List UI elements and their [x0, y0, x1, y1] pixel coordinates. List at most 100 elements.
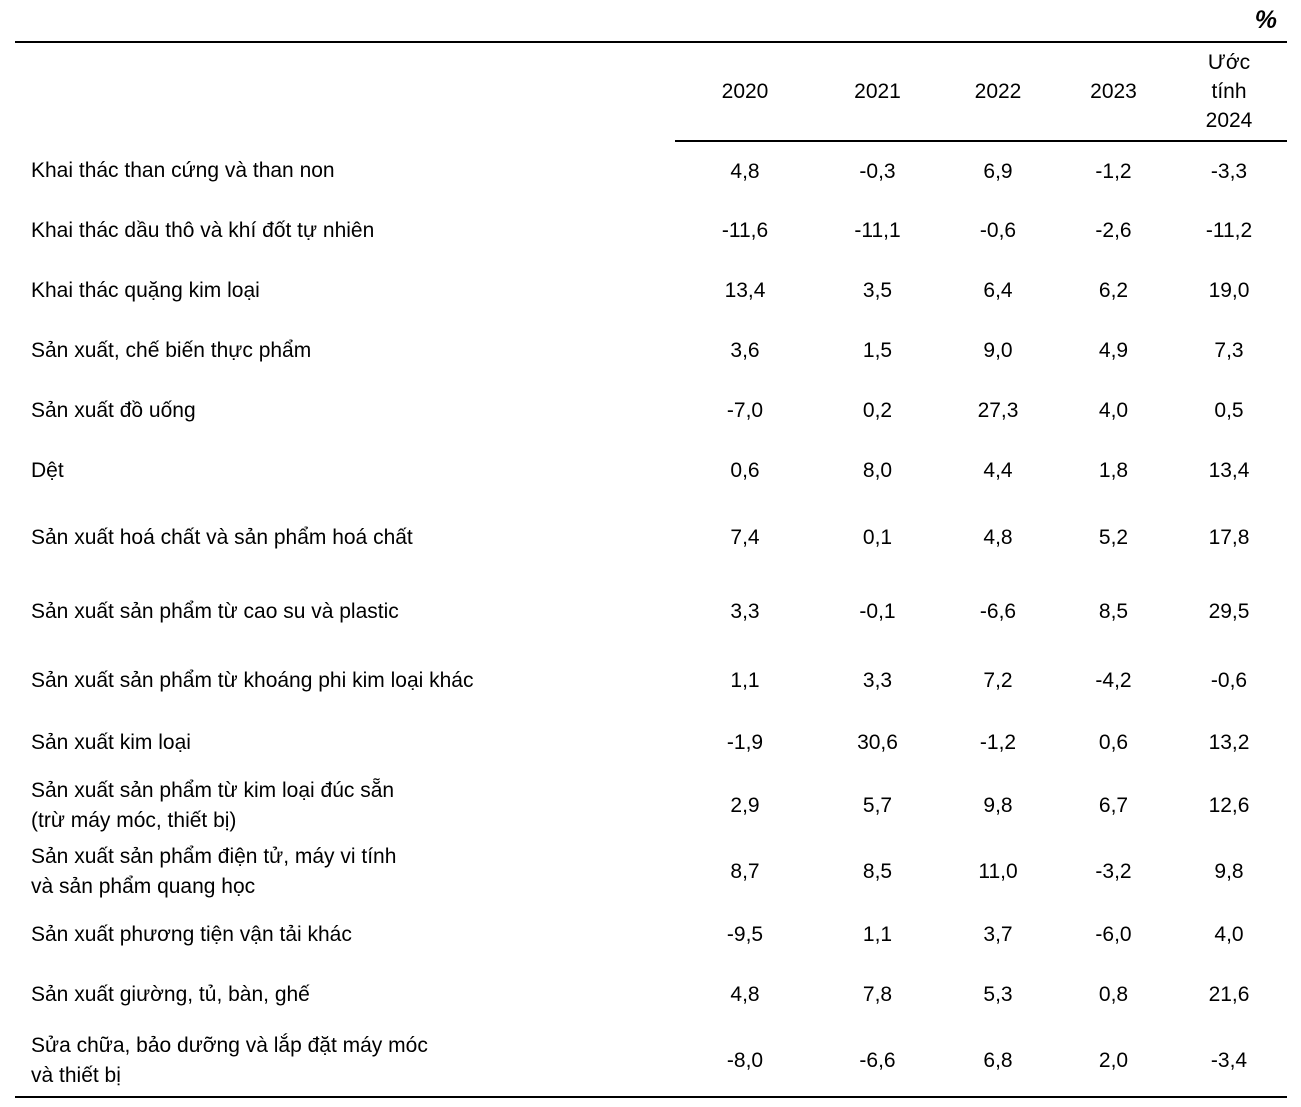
- header-label-spacer: [15, 42, 675, 141]
- value-cell: 30,6: [857, 731, 898, 754]
- table-row: Sản xuất hoá chất và sản phẩm hoá chất 7,…: [15, 501, 1287, 575]
- industrial-production-table: 2020 2021 2022 2023 Ước tính 2024 Khai thác …: [15, 41, 1287, 1098]
- table-row: Sản xuất sản phẩm từ khoáng phi kim loại…: [15, 649, 1287, 713]
- value-cell: -11,1: [854, 219, 901, 242]
- column-header: 2023: [1056, 42, 1171, 142]
- value-cell: 3,5: [862, 279, 893, 302]
- table-row: Sản xuất phương tiện vận tải khác -9,5 1,1…: [15, 905, 1287, 965]
- column-header: Ước tính 2024: [1171, 42, 1287, 142]
- column-header: 2020: [675, 42, 815, 142]
- value-cell: 3,3: [730, 600, 760, 623]
- value-cell: 13,4: [1208, 459, 1250, 482]
- table-row: Khai thác than cứng và than non 4,8 -0,3 6,…: [15, 141, 1287, 201]
- row-label: Dệt: [31, 459, 64, 482]
- value-cell: -8,0: [726, 1048, 764, 1072]
- value-cell: 0,5: [1214, 399, 1244, 422]
- value-cell: 27,3: [977, 399, 1019, 422]
- value-cell: 0,2: [862, 399, 893, 422]
- row-label: Sản xuất đồ uống: [31, 399, 196, 422]
- value-cell: -3,3: [1210, 159, 1248, 183]
- row-label: Sản xuất sản phẩm điện tử, máy vi tính v…: [31, 845, 397, 898]
- value-cell: 6,9: [983, 159, 1013, 183]
- value-cell: 8,7: [730, 860, 760, 883]
- value-cell: 12,6: [1208, 794, 1250, 817]
- value-cell: 8,0: [862, 459, 893, 482]
- value-cell: 4,8: [730, 159, 760, 183]
- header-row: 2020 2021 2022 2023 Ước tính 2024: [15, 42, 1287, 142]
- value-cell: 13,4: [724, 279, 766, 302]
- column-header: 2021: [815, 42, 940, 142]
- table-row: Sản xuất kim loại -1,9 30,6 -1,2 0,6 13,2: [15, 713, 1287, 773]
- value-cell: 9,0: [983, 339, 1013, 362]
- value-cell: 4,8: [983, 526, 1013, 549]
- table-row: Sản xuất sản phẩm từ kim loại đúc sẵn (t…: [15, 773, 1287, 839]
- row-label: Khai thác than cứng và than non: [31, 159, 335, 182]
- value-cell: 2,0: [1098, 1048, 1129, 1072]
- value-cell: 1,1: [730, 669, 760, 692]
- row-label: Sản xuất phương tiện vận tải khác: [31, 923, 352, 946]
- value-cell: 6,7: [1098, 794, 1129, 817]
- value-cell: 1,8: [1098, 459, 1129, 482]
- value-cell: -7,0: [726, 399, 764, 422]
- value-cell: 4,9: [1098, 339, 1129, 362]
- value-cell: 0,6: [730, 459, 760, 482]
- row-label: Sản xuất kim loại: [31, 731, 191, 754]
- table-row: Sản xuất đồ uống -7,0 0,2 27,3 4,0 0,5: [15, 381, 1287, 441]
- value-cell: 11,0: [978, 860, 1018, 883]
- value-cell: -3,2: [1095, 860, 1132, 883]
- table-row: Sản xuất giường, tủ, bàn, ghế 4,8 7,8 5,3 0,…: [15, 965, 1287, 1025]
- row-label: Sản xuất hoá chất và sản phẩm hoá chất: [31, 526, 413, 549]
- value-cell: -0,6: [979, 219, 1017, 242]
- value-cell: 17,8: [1208, 526, 1250, 549]
- value-cell: -1,2: [1095, 159, 1132, 183]
- value-cell: -6,6: [859, 1048, 896, 1072]
- value-cell: -1,9: [726, 731, 764, 754]
- value-cell: -0,3: [859, 159, 896, 183]
- table-row: Khai thác dầu thô và khí đốt tự nhiên -11…: [15, 201, 1287, 261]
- row-label: Khai thác dầu thô và khí đốt tự nhiên: [31, 219, 375, 242]
- value-cell: -0,6: [1210, 669, 1248, 692]
- value-cell: -6,6: [979, 600, 1017, 623]
- row-label: Sản xuất giường, tủ, bàn, ghế: [31, 983, 310, 1006]
- value-cell: 9,8: [983, 794, 1013, 817]
- value-cell: 1,1: [862, 923, 893, 946]
- value-cell: 7,8: [862, 983, 893, 1006]
- value-cell: 0,8: [1098, 983, 1129, 1006]
- value-cell: 9,8: [1214, 860, 1244, 883]
- value-cell: 1,5: [862, 339, 893, 362]
- value-cell: 13,2: [1208, 731, 1250, 754]
- value-cell: 5,3: [983, 983, 1013, 1006]
- table-row: Sửa chữa, bảo dưỡng và lắp đặt máy móc v…: [15, 1025, 1287, 1097]
- table-row: Khai thác quặng kim loại 13,4 3,5 6,4 6,2 19,…: [15, 261, 1287, 321]
- unit-row: %: [15, 0, 1287, 41]
- row-label: Sản xuất sản phẩm từ khoáng phi kim loại…: [31, 669, 474, 692]
- value-cell: -6,0: [1095, 923, 1132, 946]
- value-cell: 4,8: [730, 983, 760, 1006]
- value-cell: 4,0: [1098, 399, 1129, 422]
- table-row: Dệt 0,6 8,0 4,4 1,8 13,4: [15, 441, 1287, 501]
- value-cell: -3,4: [1210, 1048, 1248, 1072]
- value-cell: 3,6: [730, 339, 760, 362]
- value-cell: 0,1: [862, 526, 893, 549]
- row-label: Sản xuất sản phẩm từ cao su và plastic: [31, 600, 399, 623]
- value-cell: 7,2: [983, 669, 1013, 692]
- value-cell: 21,6: [1208, 983, 1250, 1006]
- value-cell: 0,6: [1098, 731, 1129, 754]
- value-cell: -1,2: [979, 731, 1017, 754]
- value-cell: -9,5: [726, 923, 764, 946]
- value-cell: 8,5: [862, 860, 893, 883]
- row-label: Sản xuất, chế biến thực phẩm: [31, 339, 312, 362]
- value-cell: 7,4: [730, 526, 760, 549]
- value-cell: 29,5: [1208, 600, 1250, 623]
- value-cell: 19,0: [1208, 279, 1250, 302]
- value-cell: 3,3: [862, 669, 893, 692]
- value-cell: 8,5: [1098, 600, 1129, 623]
- column-header: 2022: [940, 42, 1056, 142]
- unit-label: %: [1254, 6, 1277, 34]
- value-cell: 6,8: [983, 1048, 1013, 1072]
- value-cell: -11,2: [1205, 219, 1253, 242]
- table-row: Sản xuất sản phẩm từ cao su và plastic 3,…: [15, 575, 1287, 649]
- value-cell: 4,4: [983, 459, 1013, 482]
- row-label: Sản xuất sản phẩm từ kim loại đúc sẵn (t…: [31, 779, 395, 832]
- value-cell: 7,3: [1214, 339, 1244, 362]
